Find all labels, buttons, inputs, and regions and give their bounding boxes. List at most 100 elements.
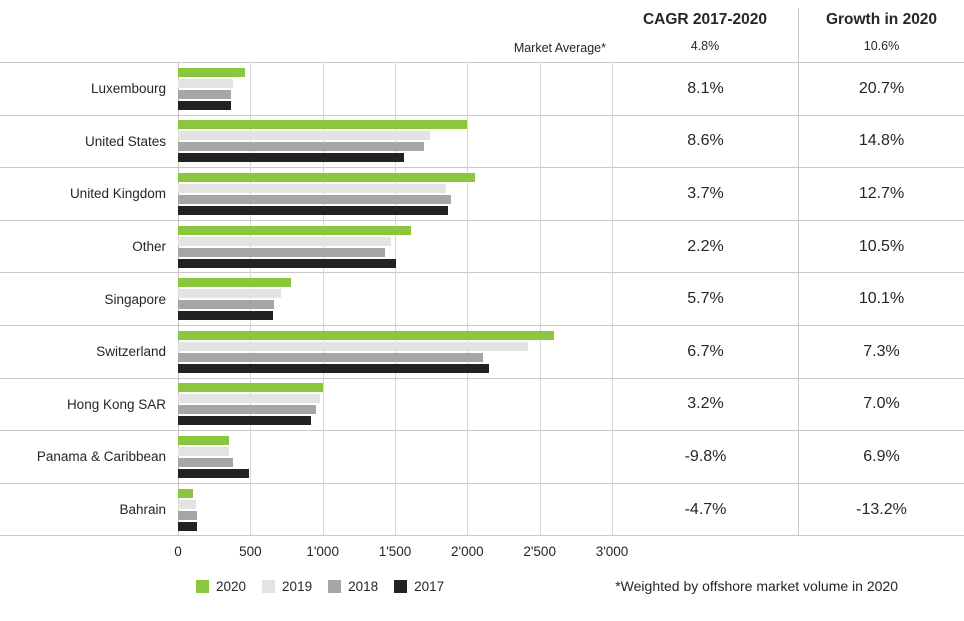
bar-2019	[178, 78, 234, 88]
gridline	[250, 324, 252, 378]
x-tick-label: 1'000	[306, 544, 339, 560]
bar-2018	[178, 405, 317, 415]
chart-footer: 2020 2019 2018 2017 *Weighted by offshore m…	[0, 578, 964, 594]
bar-2019	[178, 499, 197, 509]
gridline	[467, 324, 469, 378]
gridline	[178, 62, 179, 115]
legend-swatch-2020	[196, 579, 209, 593]
growth-value: 10.1%	[798, 273, 964, 325]
chart-row: Other 2.2% 10.5%	[0, 219, 964, 273]
category-label-cell: Bahrain	[0, 484, 178, 536]
legend-label: 2017	[414, 578, 445, 594]
category-label-cell: United Kingdom	[0, 168, 178, 220]
x-axis: 0 500 1'000 1'500 2'000 2'500 3'000	[0, 536, 964, 566]
bar-2019	[178, 131, 430, 141]
plot-cell	[178, 324, 613, 378]
category-label: United States	[84, 133, 166, 149]
plot-cell	[178, 482, 613, 536]
bar-2020	[178, 172, 475, 182]
chart-row: Switzerland 6.7% 7.3%	[0, 324, 964, 378]
growth-value: 14.8%	[798, 115, 964, 168]
bar-2020	[178, 383, 323, 393]
gridline	[395, 482, 396, 536]
growth-value: 20.7%	[798, 63, 964, 115]
gridline	[539, 272, 541, 325]
category-label-cell: United States	[0, 116, 178, 168]
axis-spacer	[0, 536, 178, 566]
gridline	[322, 324, 324, 378]
growth-column-header: Growth in 2020 10.6%	[798, 8, 964, 62]
plot-cell	[178, 430, 613, 483]
x-tick-label: 1'500	[378, 544, 412, 560]
table-header: Market Average* CAGR 2017-2020 4.8% Grow…	[0, 8, 964, 62]
gridline	[612, 430, 613, 483]
gridline	[395, 114, 396, 168]
bar-2018	[178, 300, 275, 310]
legend-swatch-2017	[394, 579, 408, 593]
bar-2019	[178, 236, 391, 246]
gridline	[395, 377, 396, 431]
bar-2020	[178, 120, 468, 130]
cagr-value: 8.1%	[612, 63, 798, 115]
category-label: Panama & Caribbean	[36, 449, 166, 465]
gridline	[539, 167, 541, 220]
growth-value: 12.7%	[798, 168, 964, 220]
plot-cell	[178, 167, 613, 220]
category-label: Switzerland	[96, 344, 166, 360]
gridline	[322, 114, 324, 168]
cagr-value: -4.7%	[612, 483, 798, 536]
category-label: Other	[132, 239, 166, 255]
gridline	[467, 272, 469, 325]
legend-label: 2019	[282, 578, 313, 594]
legend-swatch-2018	[328, 579, 342, 593]
category-label-cell: Luxembourg	[0, 63, 178, 115]
bar-2019	[178, 341, 529, 351]
gridline	[178, 377, 179, 431]
x-tick-label: 3'000	[595, 544, 629, 560]
gridline	[612, 219, 613, 273]
cagr-value: 8.6%	[612, 115, 798, 168]
cagr-column-header: CAGR 2017-2020 4.8%	[612, 8, 798, 62]
gridline	[612, 167, 613, 220]
cagr-average-value: 4.8%	[690, 39, 720, 53]
bar-2017	[178, 363, 490, 373]
gridline	[395, 430, 396, 483]
bar-2017	[178, 205, 448, 215]
gridline	[178, 114, 179, 168]
gridline	[467, 114, 469, 168]
x-tick-label: 500	[239, 544, 262, 560]
gridline	[467, 219, 469, 273]
market-average-label: Market Average*	[513, 41, 606, 55]
chart-rows: Luxembourg 8.1% 20.7% United States 8.6%…	[0, 62, 964, 537]
growth-value: 6.9%	[798, 431, 964, 483]
gridline	[178, 482, 179, 536]
bar-2020	[178, 278, 291, 288]
gridline	[539, 482, 541, 536]
bar-2020	[178, 488, 194, 498]
gridline	[539, 377, 541, 431]
category-label: Luxembourg	[90, 81, 166, 97]
bar-2017	[178, 258, 396, 268]
growth-value: -13.2%	[798, 483, 964, 536]
gridline	[178, 430, 179, 483]
cagr-value: 5.7%	[612, 273, 798, 325]
gridline	[612, 482, 613, 536]
category-label-cell: Other	[0, 221, 178, 273]
plot-cell	[178, 62, 613, 115]
category-label: Bahrain	[119, 502, 166, 518]
bar-2018	[178, 457, 233, 467]
bar-2017	[178, 100, 231, 110]
gridline	[395, 219, 396, 273]
cagr-value: -9.8%	[612, 431, 798, 483]
gridline	[322, 62, 324, 115]
gridline	[178, 219, 179, 273]
chart-row: United Kingdom 3.7% 12.7%	[0, 167, 964, 220]
gridline	[250, 377, 252, 431]
chart-row: Panama & Caribbean -9.8% 6.9%	[0, 430, 964, 483]
growth-title: Growth in 2020	[825, 11, 938, 28]
market-average-cell: Market Average*	[178, 8, 612, 62]
category-label-cell: Switzerland	[0, 326, 178, 378]
gridline	[612, 62, 613, 115]
bar-2018	[178, 247, 385, 257]
